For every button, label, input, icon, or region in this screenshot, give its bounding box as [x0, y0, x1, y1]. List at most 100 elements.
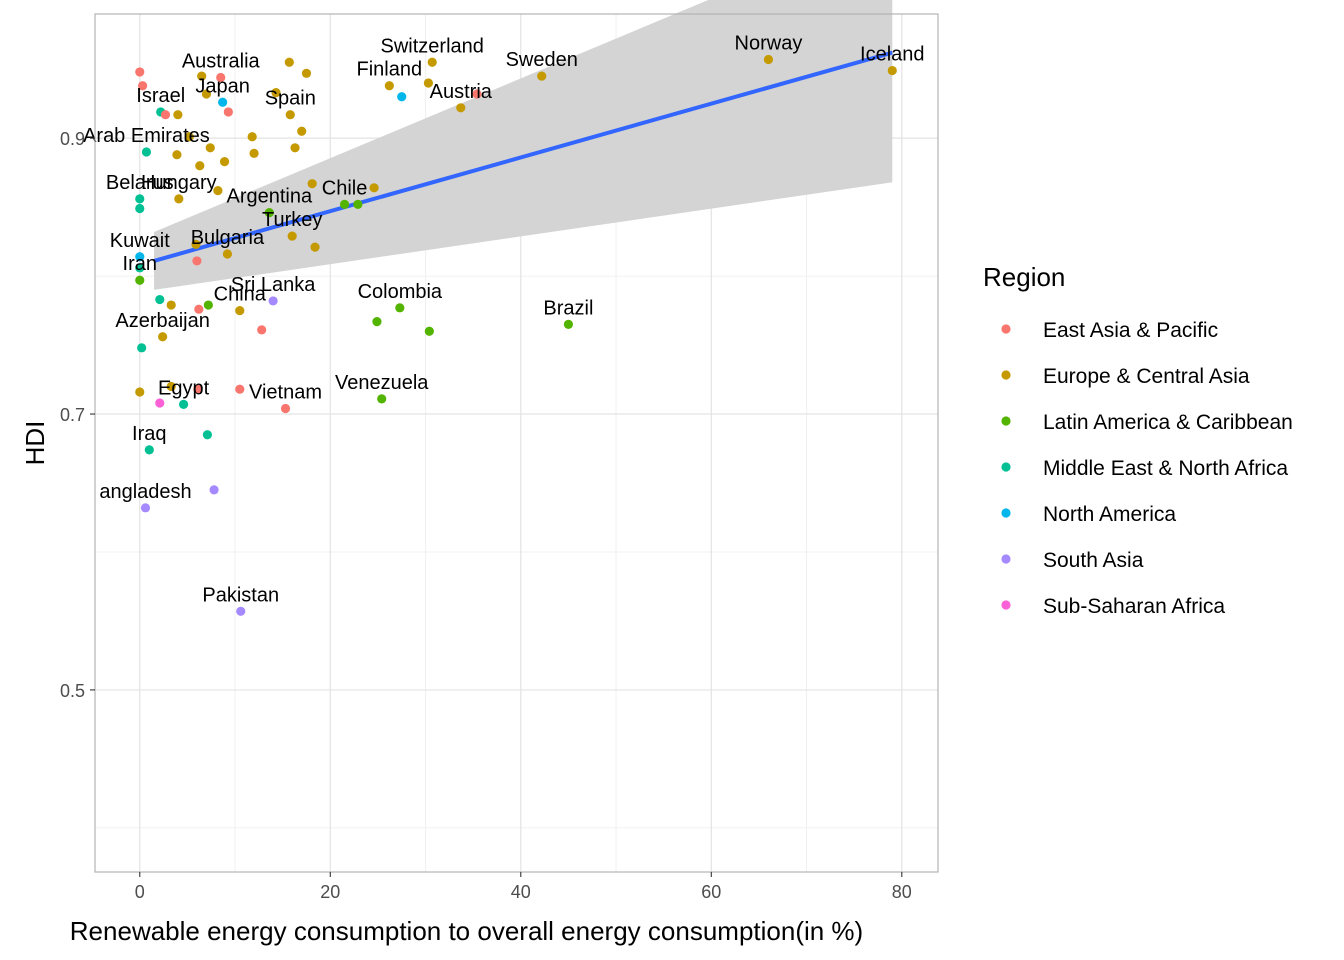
- data-point: [287, 231, 297, 241]
- data-point: [297, 126, 307, 136]
- point-label: Brazil: [543, 297, 593, 319]
- legend: Region East Asia & Pacific Europe & Centr…: [983, 262, 1293, 618]
- legend-key: [1001, 324, 1011, 334]
- point-label: Iran: [123, 253, 157, 275]
- point-label: Iceland: [860, 44, 925, 66]
- data-point: [301, 68, 312, 78]
- data-point: [339, 199, 350, 209]
- data-point: [280, 403, 291, 414]
- data-point: [310, 242, 320, 252]
- data-point: [174, 194, 184, 204]
- data-point: [307, 179, 317, 189]
- data-point: [235, 384, 245, 394]
- data-point: [472, 89, 482, 99]
- data-point: [372, 317, 382, 327]
- data-point: [563, 319, 574, 329]
- data-point: [268, 296, 278, 306]
- data-point: [141, 147, 152, 157]
- point-label: Azerbaijan: [115, 310, 210, 332]
- legend-key: [1001, 600, 1011, 610]
- point-label: Belarus: [106, 172, 174, 194]
- data-point: [423, 78, 433, 88]
- point-label: Austria: [430, 81, 493, 103]
- point-label: Chile: [322, 177, 368, 199]
- point-label: Arab Emirates: [83, 125, 210, 147]
- data-point: [140, 503, 151, 513]
- data-point: [201, 89, 212, 99]
- data-point: [223, 107, 233, 117]
- data-point: [384, 81, 394, 91]
- trend-line: [153, 50, 893, 263]
- legend-label: East Asia & Pacific: [1043, 319, 1218, 342]
- legend-key: [1001, 554, 1011, 564]
- data-point: [137, 343, 147, 353]
- data-point: [194, 304, 204, 314]
- data-point: [236, 606, 246, 616]
- plot-border: [94, 13, 939, 873]
- data-point: [249, 148, 259, 158]
- data-point: [155, 398, 165, 408]
- point-label: Egypt: [158, 377, 210, 399]
- point-label: Norway: [735, 33, 803, 55]
- data-point: [369, 183, 379, 193]
- data-point: [135, 67, 145, 77]
- point-label: Colombia: [358, 281, 443, 303]
- point-label: Hungary: [141, 172, 217, 194]
- data-point: [203, 300, 213, 310]
- point-label: Switzerland: [381, 35, 484, 57]
- point-label: angladesh: [99, 481, 191, 503]
- data-point: [264, 208, 274, 218]
- data-point: [173, 110, 183, 120]
- trend-layer: [153, 50, 893, 263]
- data-point: [138, 81, 148, 91]
- point-label: Venezuela: [335, 372, 429, 394]
- data-point: [135, 194, 145, 204]
- legend-label: Middle East & North Africa: [1043, 457, 1288, 480]
- point-label: Iraq: [132, 423, 166, 445]
- x-tick-label: 80: [892, 882, 912, 902]
- data-point: [158, 332, 168, 342]
- data-point: [537, 71, 547, 81]
- point-label: Vietnam: [249, 382, 322, 404]
- data-point: [763, 54, 774, 65]
- point-label: Sweden: [506, 49, 578, 71]
- legend-key: [1001, 370, 1011, 380]
- point-label: Finland: [357, 59, 423, 81]
- x-tick-label: 0: [135, 882, 145, 902]
- data-point: [213, 185, 223, 196]
- points-layer: [135, 54, 897, 616]
- data-point: [397, 92, 407, 102]
- point-label: China: [214, 284, 267, 306]
- y-axis-title: HDI: [20, 421, 50, 466]
- data-point: [144, 445, 154, 455]
- data-point: [192, 256, 202, 266]
- data-point: [202, 430, 212, 440]
- data-point: [247, 132, 257, 142]
- data-point: [284, 57, 294, 67]
- data-point: [135, 203, 145, 214]
- data-point: [219, 156, 230, 167]
- point-label: Turkey: [262, 209, 322, 231]
- data-point: [172, 150, 182, 160]
- data-point: [166, 381, 176, 392]
- data-point: [285, 110, 295, 120]
- data-point: [395, 303, 405, 313]
- point-label: Sri Lanka: [231, 274, 316, 296]
- data-point: [178, 399, 189, 409]
- data-point: [195, 161, 205, 171]
- point-label: Kuwait: [110, 230, 170, 252]
- data-point: [257, 325, 267, 335]
- confidence-band: [154, 0, 893, 290]
- point-label: Argentina: [227, 186, 313, 208]
- data-point: [235, 305, 245, 316]
- data-point: [424, 326, 434, 336]
- data-point: [166, 300, 176, 310]
- y-tick-label: 0.7: [60, 405, 85, 425]
- data-point: [271, 88, 281, 98]
- confidence-band-layer: [154, 0, 893, 290]
- y-tick-label: 0.9: [60, 129, 85, 149]
- data-point: [155, 294, 165, 305]
- point-label: Spain: [265, 88, 316, 110]
